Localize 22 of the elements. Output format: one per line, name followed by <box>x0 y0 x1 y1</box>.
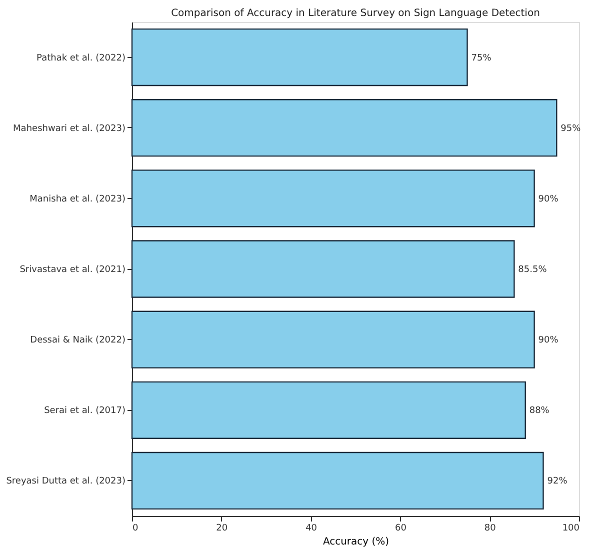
data-label: 75% <box>471 53 492 64</box>
x-tick-label: 20 <box>216 524 228 534</box>
data-label: 90% <box>538 336 559 346</box>
x-tick-label: 100 <box>562 524 580 534</box>
data-label: 88% <box>529 406 550 416</box>
x-tick-label: 0 <box>132 524 138 534</box>
y-tick-label: Pathak et al. (2022) <box>36 53 126 64</box>
y-tick-label: Manisha et al. (2023) <box>30 194 126 204</box>
y-tick-label: Sreyasi Dutta et al. (2023) <box>6 476 126 487</box>
x-tick-label: 80 <box>484 524 496 534</box>
data-label: 90% <box>538 194 559 204</box>
y-tick-label: Srivastava et al. (2021) <box>20 265 126 275</box>
x-tick-label: 60 <box>394 524 407 534</box>
y-tick-label: Maheshwari et al. (2023) <box>13 124 126 134</box>
data-label: 92% <box>547 476 568 487</box>
y-tick-label: Dessai & Naik (2022) <box>30 336 126 346</box>
y-tick-label: Serai et al. (2017) <box>44 406 126 416</box>
data-label: 85.5% <box>518 265 548 275</box>
x-tick-label: 40 <box>306 524 318 534</box>
x-axis-title: Accuracy (%) <box>322 536 390 548</box>
data-label: 95% <box>560 124 582 134</box>
chart-title: Comparison of Accuracy in Literature Survey on Sign Language Detection <box>171 8 540 19</box>
